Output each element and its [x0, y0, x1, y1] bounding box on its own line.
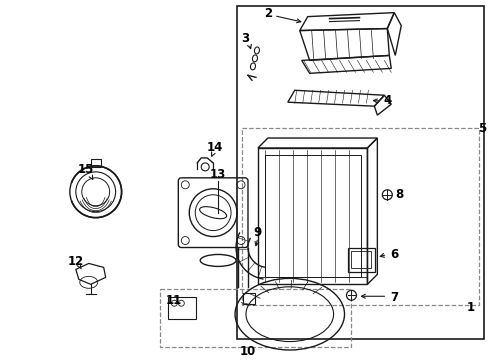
- Text: 10: 10: [240, 345, 256, 357]
- Bar: [237, 6, 484, 339]
- Text: 3: 3: [241, 32, 249, 45]
- Bar: [160, 289, 351, 347]
- Text: 12: 12: [68, 255, 84, 268]
- Text: 7: 7: [390, 291, 398, 304]
- Bar: [169, 297, 196, 319]
- Bar: [91, 159, 101, 167]
- Text: 15: 15: [77, 163, 94, 176]
- Text: 9: 9: [254, 226, 262, 239]
- Text: 2: 2: [264, 7, 272, 20]
- Text: 1: 1: [467, 301, 475, 314]
- Text: 8: 8: [395, 188, 403, 201]
- Text: 11: 11: [165, 294, 181, 307]
- Bar: [351, 252, 371, 269]
- Bar: [347, 248, 375, 273]
- Text: 14: 14: [207, 141, 223, 154]
- Text: 4: 4: [383, 94, 392, 107]
- Text: 5: 5: [478, 122, 486, 135]
- Bar: [242, 128, 479, 305]
- Text: 6: 6: [390, 248, 398, 261]
- Text: 13: 13: [210, 168, 226, 181]
